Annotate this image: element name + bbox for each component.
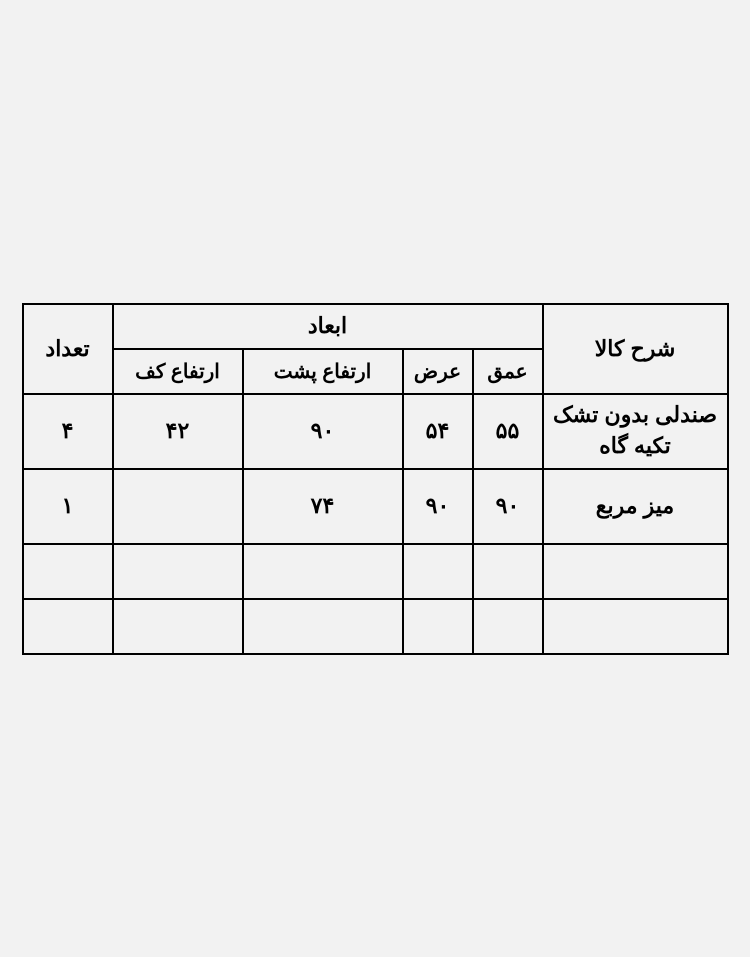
cell-qty: ۱ bbox=[23, 469, 113, 544]
cell-desc bbox=[543, 544, 728, 599]
table-row: میز مربع ۹۰ ۹۰ ۷۴ ۱ bbox=[23, 469, 728, 544]
cell-depth: ۵۵ bbox=[473, 394, 543, 469]
header-width: عرض bbox=[403, 349, 473, 394]
table-row bbox=[23, 544, 728, 599]
header-dimensions: ابعاد bbox=[113, 304, 543, 349]
cell-depth bbox=[473, 599, 543, 654]
table-row bbox=[23, 599, 728, 654]
cell-seat-height bbox=[113, 599, 243, 654]
cell-desc: میز مربع bbox=[543, 469, 728, 544]
cell-back-height bbox=[243, 599, 403, 654]
cell-qty bbox=[23, 599, 113, 654]
cell-width: ۵۴ bbox=[403, 394, 473, 469]
cell-desc: صندلی بدون تشک تکیه گاه bbox=[543, 394, 728, 469]
cell-depth bbox=[473, 544, 543, 599]
cell-qty: ۴ bbox=[23, 394, 113, 469]
cell-width: ۹۰ bbox=[403, 469, 473, 544]
cell-width bbox=[403, 544, 473, 599]
dimensions-table-container: شرح کالا ابعاد تعداد عمق عرض ارتفاع پشت … bbox=[22, 303, 729, 655]
dimensions-table: شرح کالا ابعاد تعداد عمق عرض ارتفاع پشت … bbox=[22, 303, 729, 655]
cell-seat-height bbox=[113, 469, 243, 544]
cell-width bbox=[403, 599, 473, 654]
cell-back-height: ۹۰ bbox=[243, 394, 403, 469]
table-row: صندلی بدون تشک تکیه گاه ۵۵ ۵۴ ۹۰ ۴۲ ۴ bbox=[23, 394, 728, 469]
cell-back-height bbox=[243, 544, 403, 599]
cell-depth: ۹۰ bbox=[473, 469, 543, 544]
table-header-row-top: شرح کالا ابعاد تعداد bbox=[23, 304, 728, 349]
header-desc: شرح کالا bbox=[543, 304, 728, 394]
header-depth: عمق bbox=[473, 349, 543, 394]
cell-seat-height bbox=[113, 544, 243, 599]
header-back-height: ارتفاع پشت bbox=[243, 349, 403, 394]
header-seat-height: ارتفاع کف bbox=[113, 349, 243, 394]
cell-back-height: ۷۴ bbox=[243, 469, 403, 544]
cell-seat-height: ۴۲ bbox=[113, 394, 243, 469]
cell-qty bbox=[23, 544, 113, 599]
cell-desc bbox=[543, 599, 728, 654]
header-qty: تعداد bbox=[23, 304, 113, 394]
